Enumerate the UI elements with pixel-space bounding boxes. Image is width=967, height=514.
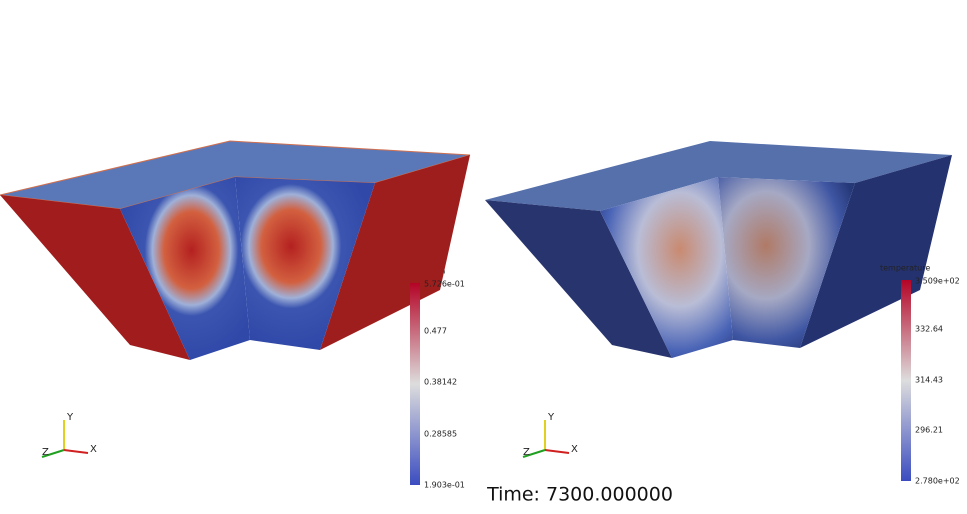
time-label: Time: 7300.000000	[486, 484, 673, 506]
axis-label: Z	[42, 447, 49, 458]
top-face	[485, 141, 952, 211]
cut-face	[600, 177, 733, 358]
axis-label: X	[90, 444, 97, 455]
colorbar-label: 0.38142	[424, 378, 457, 387]
colorbar-label: 1.903e-01	[424, 481, 465, 490]
colorbar-label: 314.43	[915, 376, 943, 385]
axis-label: X	[571, 444, 578, 455]
colorbar-label: 0.477	[424, 327, 447, 336]
colorbar-label: 296.21	[915, 426, 943, 435]
colorbar-label: 5.726e-01	[424, 280, 465, 289]
side-face	[800, 155, 952, 348]
cut-face	[120, 177, 250, 360]
colorbar-title: temperature	[880, 264, 930, 273]
colorbar-label: 332.64	[915, 325, 943, 334]
axes-triad: Y X Z	[522, 412, 578, 458]
cut-face	[235, 177, 375, 350]
colorbar	[901, 280, 911, 481]
colorbar-label: 2.780e+02	[915, 477, 960, 486]
side-face	[485, 200, 672, 358]
axis-label: Y	[66, 412, 74, 423]
cut-face	[718, 177, 855, 348]
axis-label: Y	[547, 412, 555, 423]
colorbar-label: 3.509e+02	[915, 277, 960, 286]
axes-triad: Y X Z	[41, 412, 97, 458]
axis-label: Z	[523, 447, 530, 458]
colorbar-label: 0.28585	[424, 430, 457, 439]
colorbar	[410, 283, 420, 485]
side-face	[320, 155, 470, 350]
side-face	[0, 195, 190, 360]
view-organic-carbon: organic_carbon 5.726e-01 0.477 0.38142 0…	[0, 140, 471, 490]
view-temperature: temperature 3.509e+02 332.64 314.43 296.…	[485, 141, 960, 486]
